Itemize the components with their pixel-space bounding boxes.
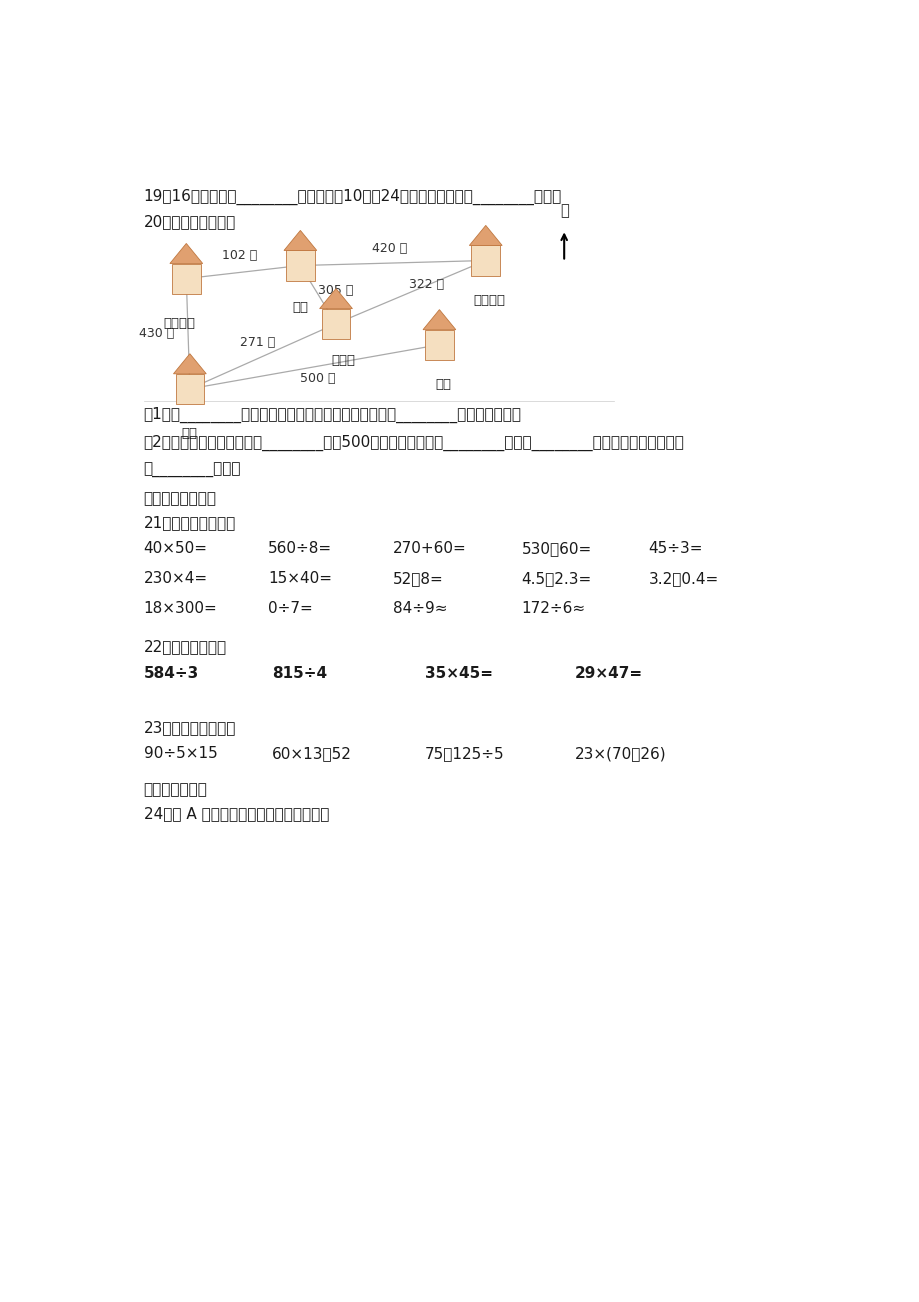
Polygon shape bbox=[319, 289, 352, 309]
FancyBboxPatch shape bbox=[425, 329, 453, 359]
Text: （2）明明从学校出发，向（________）走500米到医院，又向（________）走（________）米到儿童乐园，共走: （2）明明从学校出发，向（________）走500米到医院，又向（______… bbox=[143, 435, 684, 452]
Text: 医院: 医院 bbox=[435, 378, 450, 391]
Text: 270+60=: 270+60= bbox=[392, 542, 466, 556]
Text: 学校: 学校 bbox=[182, 427, 198, 440]
Text: （1）（________）在明明家的东南方向；儿童乐园的（________）方向是学校。: （1）（________）在明明家的东南方向；儿童乐园的（________）方向… bbox=[143, 406, 521, 423]
Text: 29×47=: 29×47= bbox=[574, 665, 642, 681]
FancyBboxPatch shape bbox=[471, 246, 500, 276]
Text: 图书大厦: 图书大厦 bbox=[163, 316, 195, 329]
Text: （________）米。: （________）米。 bbox=[143, 464, 241, 478]
Text: 明明家: 明明家 bbox=[331, 354, 355, 367]
Text: 420 米: 420 米 bbox=[371, 242, 407, 255]
Text: 584÷3: 584÷3 bbox=[143, 665, 199, 681]
Text: 530－60=: 530－60= bbox=[521, 542, 591, 556]
Text: 430 米: 430 米 bbox=[139, 327, 174, 340]
Text: 19．16时是下午（________）时，晚上10时用24时计时法表示是（________）时。: 19．16时是下午（________）时，晚上10时用24时计时法表示是（___… bbox=[143, 189, 562, 204]
Text: 45÷3=: 45÷3= bbox=[648, 542, 702, 556]
Polygon shape bbox=[469, 225, 502, 246]
Text: 18×300=: 18×300= bbox=[143, 602, 217, 616]
Text: 四、细心算一算。: 四、细心算一算。 bbox=[143, 491, 216, 506]
Text: 22．用竖式计算。: 22．用竖式计算。 bbox=[143, 639, 226, 655]
Text: 北: 北 bbox=[559, 203, 568, 219]
Text: 230×4=: 230×4= bbox=[143, 572, 208, 586]
Text: 五、动手操作。: 五、动手操作。 bbox=[143, 781, 207, 797]
Text: 84÷9≈: 84÷9≈ bbox=[392, 602, 447, 616]
Polygon shape bbox=[170, 243, 202, 263]
Text: 60×13－52: 60×13－52 bbox=[272, 746, 351, 760]
Text: 0÷7=: 0÷7= bbox=[268, 602, 312, 616]
Text: 172÷6≈: 172÷6≈ bbox=[521, 602, 584, 616]
Text: 35×45=: 35×45= bbox=[425, 665, 493, 681]
Text: 3.2－0.4=: 3.2－0.4= bbox=[648, 572, 718, 586]
Text: 24．过 A 点画对面直线的垂线和平行线。: 24．过 A 点画对面直线的垂线和平行线。 bbox=[143, 806, 328, 820]
Polygon shape bbox=[284, 230, 316, 250]
Text: 305 米: 305 米 bbox=[318, 284, 353, 297]
FancyBboxPatch shape bbox=[322, 309, 350, 339]
Polygon shape bbox=[174, 354, 206, 374]
Text: 23．计算下面各题。: 23．计算下面各题。 bbox=[143, 720, 235, 734]
FancyBboxPatch shape bbox=[286, 250, 314, 280]
Text: 560÷8=: 560÷8= bbox=[268, 542, 332, 556]
Text: 271 米: 271 米 bbox=[239, 336, 275, 349]
Text: 20．看图回答问题。: 20．看图回答问题。 bbox=[143, 215, 235, 229]
Text: 52－8=: 52－8= bbox=[392, 572, 443, 586]
Polygon shape bbox=[423, 310, 455, 329]
Text: 90÷5×15: 90÷5×15 bbox=[143, 746, 217, 760]
Text: 21．直接写出得数。: 21．直接写出得数。 bbox=[143, 516, 235, 530]
Text: 102 米: 102 米 bbox=[221, 250, 257, 263]
FancyBboxPatch shape bbox=[176, 374, 204, 404]
Text: 儿童乐园: 儿童乐园 bbox=[472, 293, 505, 306]
Text: 超市: 超市 bbox=[292, 301, 308, 314]
Text: 322 米: 322 米 bbox=[409, 277, 444, 290]
Text: 4.5＋2.3=: 4.5＋2.3= bbox=[521, 572, 591, 586]
Text: 23×(70－26): 23×(70－26) bbox=[574, 746, 665, 760]
Text: 40×50=: 40×50= bbox=[143, 542, 208, 556]
Text: 15×40=: 15×40= bbox=[268, 572, 332, 586]
Text: 75＋125÷5: 75＋125÷5 bbox=[425, 746, 505, 760]
Text: 815÷4: 815÷4 bbox=[272, 665, 326, 681]
Text: 500 米: 500 米 bbox=[301, 372, 335, 385]
FancyBboxPatch shape bbox=[172, 263, 200, 293]
